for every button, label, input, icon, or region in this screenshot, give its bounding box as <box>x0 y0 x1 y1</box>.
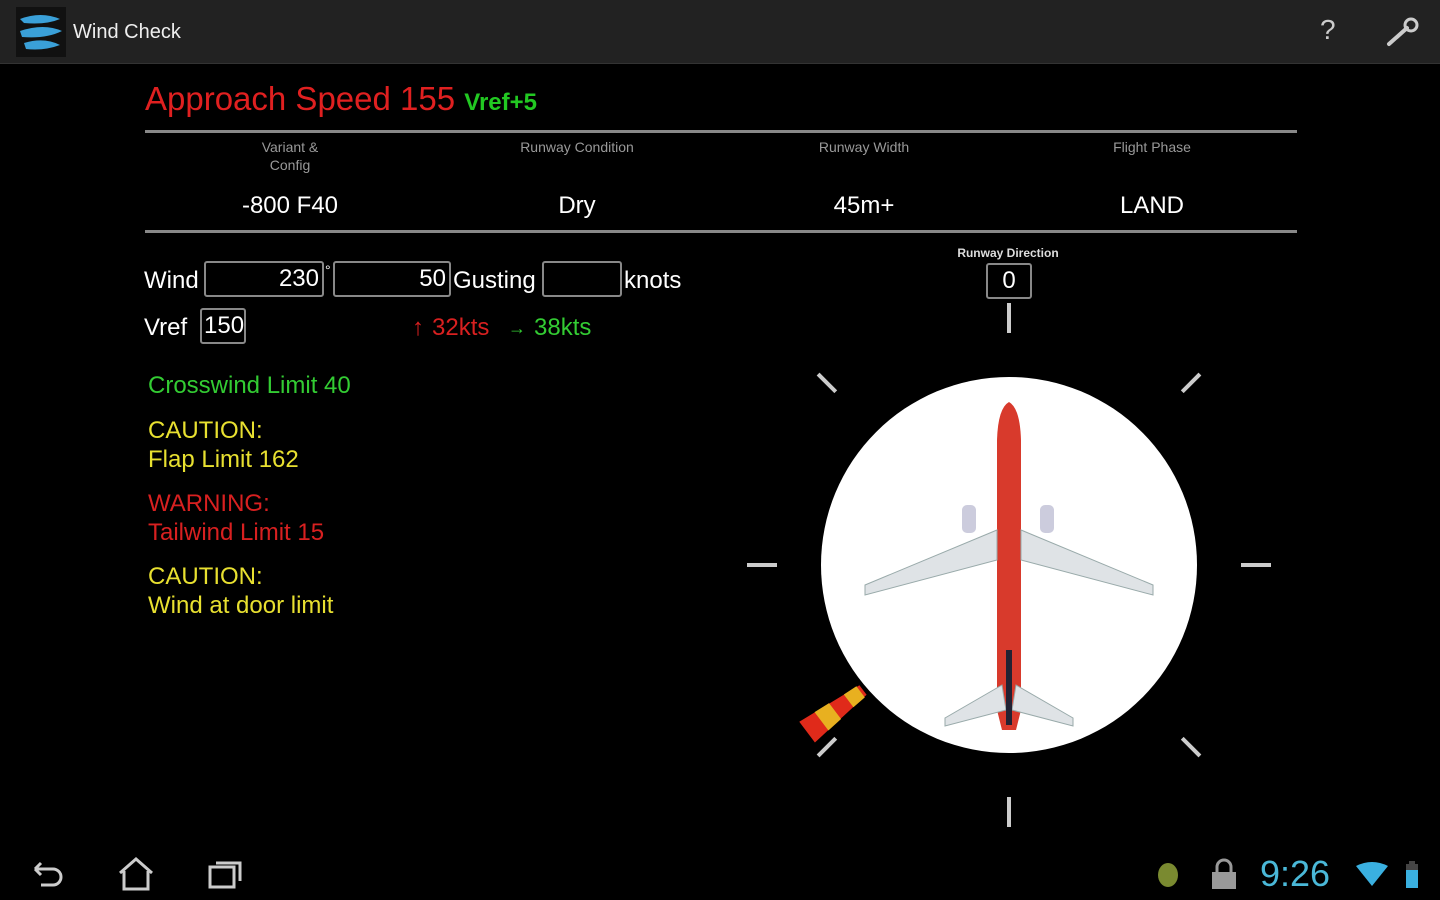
variant-value: -800 F40 <box>241 192 339 219</box>
divider <box>145 230 1297 233</box>
battery-icon <box>1406 861 1418 888</box>
wind-direction-input[interactable]: 230 <box>204 261 324 297</box>
knots-label: knots <box>624 267 682 294</box>
runway-direction-input[interactable]: 0 <box>986 263 1032 299</box>
recent-apps-icon[interactable] <box>206 855 246 895</box>
tailwind-warning-message: WARNING: Tailwind Limit 15 <box>148 489 324 547</box>
variant-config-selector[interactable]: Variant & Config -800 F40 <box>145 138 435 220</box>
runway-direction-label: Runway Direction <box>957 246 1059 260</box>
crosswind-arrow-icon: → <box>508 318 526 338</box>
app-title: Wind Check <box>73 21 181 43</box>
flight-phase-value: LAND <box>1119 192 1185 219</box>
action-bar: Wind Check ? <box>0 0 1440 64</box>
compass-tick <box>816 736 838 758</box>
message-title: CAUTION: <box>148 417 263 444</box>
runway-width-value: 45m+ <box>833 192 895 219</box>
flight-phase-label: Flight Phase <box>1113 139 1191 155</box>
clock: 9:26 <box>1260 853 1331 894</box>
message-text: Flap Limit 162 <box>148 446 299 473</box>
divider <box>145 130 1297 133</box>
windsock-icon <box>799 685 867 743</box>
crosswind-component: 38kts <box>534 314 592 341</box>
message-title: Crosswind Limit 40 <box>148 372 351 399</box>
runway-width-label: Runway Width <box>818 139 910 155</box>
vref-additive: Vref+5 <box>464 89 537 116</box>
flight-phase-selector[interactable]: Flight Phase LAND <box>1007 138 1297 220</box>
airplane-icon <box>864 402 1154 730</box>
message-text: Tailwind Limit 15 <box>148 519 325 546</box>
runway-condition-selector[interactable]: Runway Condition Dry <box>432 138 722 220</box>
headwind-arrow-icon: ↑ <box>412 314 424 341</box>
runway-condition-label: Runway Condition <box>520 139 634 155</box>
wind-compass[interactable] <box>700 290 1320 840</box>
message-text: Wind at door limit <box>148 592 334 619</box>
flap-limit-message: CAUTION: Flap Limit 162 <box>148 416 299 474</box>
wrench-icon[interactable] <box>1385 16 1421 48</box>
runway-width-selector[interactable]: Runway Width 45m+ <box>719 138 1009 220</box>
message-title: CAUTION: <box>148 563 263 590</box>
compass-tick <box>1180 372 1202 394</box>
help-icon[interactable]: ? <box>1320 14 1336 45</box>
lock-icon <box>1212 858 1236 889</box>
degree-symbol: ° <box>325 262 331 278</box>
android-icon <box>1158 863 1178 887</box>
approach-speed-title: Approach Speed 155 Vref+5 <box>145 80 537 118</box>
headwind-component: 32kts <box>432 314 490 341</box>
gusting-label: Gusting <box>453 267 536 294</box>
app-logo-icon <box>16 7 66 57</box>
crosswind-limit-message: Crosswind Limit 40 <box>148 371 351 400</box>
runway-condition-value: Dry <box>558 192 596 219</box>
variant-label: Variant & Config <box>261 139 319 173</box>
vref-label: Vref <box>144 314 188 341</box>
gust-input[interactable] <box>542 261 622 297</box>
wind-speed-input[interactable]: 50 <box>333 261 451 297</box>
approach-speed: Approach Speed 155 <box>145 80 456 117</box>
compass-tick <box>816 372 838 394</box>
door-limit-message: CAUTION: Wind at door limit <box>148 562 333 620</box>
back-icon[interactable] <box>27 855 67 895</box>
wifi-icon <box>1356 862 1388 886</box>
wind-label: Wind <box>144 267 199 294</box>
compass-tick <box>1180 736 1202 758</box>
message-title: WARNING: <box>148 490 270 517</box>
home-icon[interactable] <box>116 855 156 895</box>
vref-input[interactable]: 150 <box>200 308 246 344</box>
